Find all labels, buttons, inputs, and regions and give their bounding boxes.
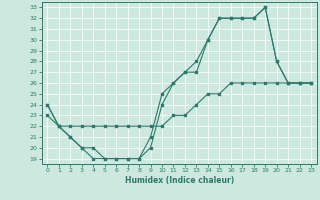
X-axis label: Humidex (Indice chaleur): Humidex (Indice chaleur)	[124, 176, 234, 185]
